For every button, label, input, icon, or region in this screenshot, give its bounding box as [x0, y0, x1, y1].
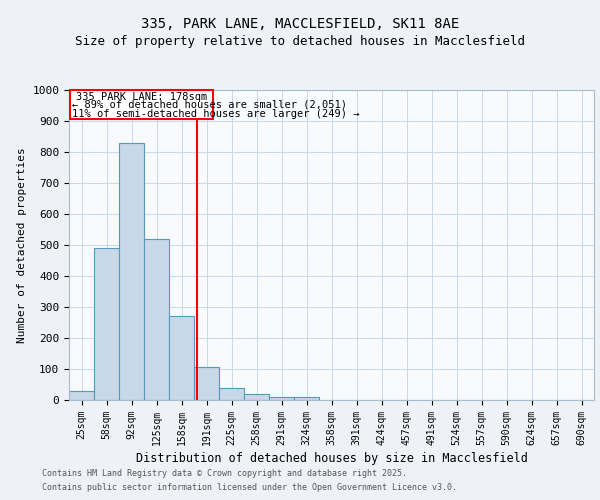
Bar	[244, 394, 269, 400]
Bar	[269, 397, 294, 400]
FancyBboxPatch shape	[70, 90, 213, 118]
Bar	[69, 390, 94, 400]
Text: ← 89% of detached houses are smaller (2,051): ← 89% of detached houses are smaller (2,…	[71, 100, 347, 110]
Text: Contains public sector information licensed under the Open Government Licence v3: Contains public sector information licen…	[42, 484, 457, 492]
Bar	[294, 397, 319, 400]
Bar	[144, 239, 169, 400]
Bar	[169, 316, 194, 400]
X-axis label: Distribution of detached houses by size in Macclesfield: Distribution of detached houses by size …	[136, 452, 527, 465]
Y-axis label: Number of detached properties: Number of detached properties	[17, 147, 27, 343]
Bar	[94, 248, 119, 400]
Bar	[219, 388, 244, 400]
Text: 335 PARK LANE: 178sqm: 335 PARK LANE: 178sqm	[76, 92, 207, 102]
Bar	[119, 142, 144, 400]
Text: 11% of semi-detached houses are larger (249) →: 11% of semi-detached houses are larger (…	[71, 109, 359, 119]
Bar	[194, 367, 219, 400]
Text: Contains HM Land Registry data © Crown copyright and database right 2025.: Contains HM Land Registry data © Crown c…	[42, 468, 407, 477]
Text: Size of property relative to detached houses in Macclesfield: Size of property relative to detached ho…	[75, 35, 525, 48]
Text: 335, PARK LANE, MACCLESFIELD, SK11 8AE: 335, PARK LANE, MACCLESFIELD, SK11 8AE	[141, 18, 459, 32]
